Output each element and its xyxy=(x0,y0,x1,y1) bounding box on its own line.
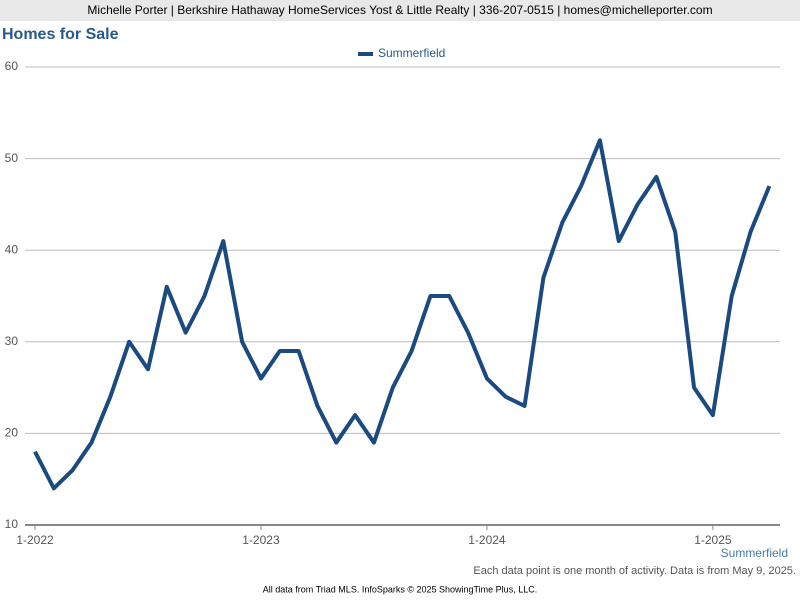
x-tick-label: 1-2022 xyxy=(16,533,54,547)
y-tick-label: 50 xyxy=(5,151,19,165)
header: Michelle Porter | Berkshire Hathaway Hom… xyxy=(87,3,712,17)
y-tick-label: 40 xyxy=(5,242,19,256)
legend-label: Summerfield xyxy=(378,46,445,60)
corner-label: Summerfield xyxy=(721,546,788,560)
y-tick-label: 10 xyxy=(5,517,19,531)
note: Each data point is one month of activity… xyxy=(473,565,796,577)
y-tick-label: 30 xyxy=(5,334,19,348)
y-tick-label: 60 xyxy=(5,59,19,73)
x-tick-label: 1-2025 xyxy=(694,533,732,547)
x-tick-label: 1-2023 xyxy=(242,533,280,547)
series-line xyxy=(33,138,772,491)
footer: All data from Triad MLS. InfoSparks © 20… xyxy=(263,584,537,594)
x-tick-label: 1-2024 xyxy=(468,533,506,547)
chart-title: Homes for Sale xyxy=(2,26,119,43)
y-tick-label: 20 xyxy=(5,426,19,440)
header-bar xyxy=(0,0,800,21)
